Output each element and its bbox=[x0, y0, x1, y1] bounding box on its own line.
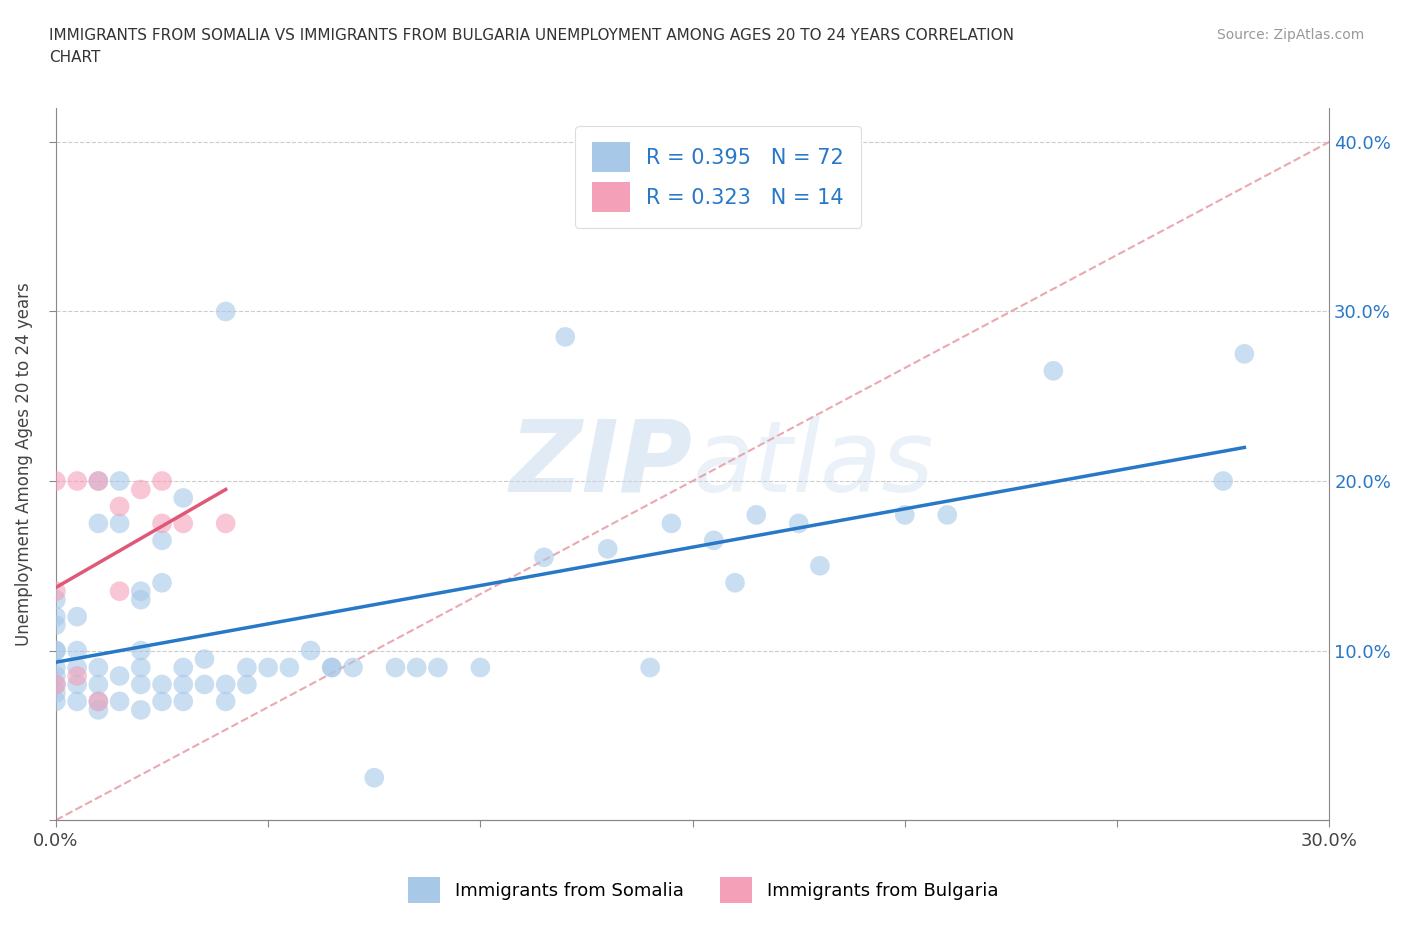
Point bbox=[87, 702, 110, 717]
Point bbox=[638, 660, 661, 675]
Point bbox=[172, 677, 194, 692]
Point bbox=[66, 660, 89, 675]
Point bbox=[787, 516, 810, 531]
Point bbox=[108, 669, 131, 684]
Point bbox=[108, 499, 131, 514]
Text: Source: ZipAtlas.com: Source: ZipAtlas.com bbox=[1216, 28, 1364, 42]
Point bbox=[45, 609, 67, 624]
Point bbox=[45, 694, 67, 709]
Point bbox=[661, 516, 683, 531]
Point bbox=[108, 584, 131, 599]
Point bbox=[470, 660, 492, 675]
Point bbox=[108, 694, 131, 709]
Point bbox=[703, 533, 725, 548]
Text: ZIP: ZIP bbox=[509, 416, 693, 512]
Point bbox=[215, 694, 238, 709]
Point bbox=[554, 329, 576, 344]
Point bbox=[66, 609, 89, 624]
Point bbox=[172, 694, 194, 709]
Point bbox=[108, 516, 131, 531]
Point bbox=[45, 685, 67, 700]
Point bbox=[66, 473, 89, 488]
Point bbox=[257, 660, 280, 675]
Point bbox=[45, 644, 67, 658]
Point bbox=[724, 576, 747, 591]
Point bbox=[45, 644, 67, 658]
Point bbox=[193, 652, 215, 667]
Point bbox=[1212, 473, 1234, 488]
Point bbox=[1042, 364, 1064, 379]
Point bbox=[745, 508, 768, 523]
Legend: R = 0.395   N = 72, R = 0.323   N = 14: R = 0.395 N = 72, R = 0.323 N = 14 bbox=[575, 126, 860, 228]
Point bbox=[321, 660, 343, 675]
Point bbox=[172, 490, 194, 505]
Point bbox=[66, 669, 89, 684]
Point bbox=[808, 558, 831, 573]
Point bbox=[172, 660, 194, 675]
Point bbox=[321, 660, 343, 675]
Point bbox=[150, 473, 173, 488]
Point bbox=[129, 660, 152, 675]
Point bbox=[172, 516, 194, 531]
Point bbox=[129, 584, 152, 599]
Point bbox=[384, 660, 406, 675]
Point bbox=[108, 473, 131, 488]
Point bbox=[150, 516, 173, 531]
Point bbox=[87, 660, 110, 675]
Point bbox=[278, 660, 301, 675]
Point bbox=[129, 592, 152, 607]
Point bbox=[150, 694, 173, 709]
Point bbox=[87, 694, 110, 709]
Point bbox=[1233, 346, 1256, 361]
Point bbox=[236, 660, 259, 675]
Point bbox=[87, 516, 110, 531]
Point bbox=[533, 550, 555, 565]
Point bbox=[129, 677, 152, 692]
Point bbox=[45, 677, 67, 692]
Point bbox=[215, 304, 238, 319]
Text: IMMIGRANTS FROM SOMALIA VS IMMIGRANTS FROM BULGARIA UNEMPLOYMENT AMONG AGES 20 T: IMMIGRANTS FROM SOMALIA VS IMMIGRANTS FR… bbox=[49, 28, 1014, 65]
Point bbox=[45, 660, 67, 675]
Point bbox=[87, 473, 110, 488]
Point bbox=[299, 644, 322, 658]
Point bbox=[66, 677, 89, 692]
Point bbox=[129, 482, 152, 497]
Point bbox=[45, 473, 67, 488]
Point bbox=[363, 770, 385, 785]
Point bbox=[45, 618, 67, 632]
Point bbox=[66, 644, 89, 658]
Point bbox=[150, 576, 173, 591]
Point bbox=[66, 694, 89, 709]
Point bbox=[45, 677, 67, 692]
Point bbox=[236, 677, 259, 692]
Point bbox=[150, 533, 173, 548]
Point bbox=[342, 660, 364, 675]
Point bbox=[129, 644, 152, 658]
Point bbox=[936, 508, 959, 523]
Point bbox=[426, 660, 449, 675]
Y-axis label: Unemployment Among Ages 20 to 24 years: Unemployment Among Ages 20 to 24 years bbox=[15, 282, 32, 646]
Point bbox=[45, 669, 67, 684]
Point bbox=[45, 592, 67, 607]
Point bbox=[87, 694, 110, 709]
Point bbox=[215, 516, 238, 531]
Point bbox=[596, 541, 619, 556]
Point bbox=[150, 677, 173, 692]
Point bbox=[45, 584, 67, 599]
Point bbox=[894, 508, 917, 523]
Point bbox=[87, 473, 110, 488]
Legend: Immigrants from Somalia, Immigrants from Bulgaria: Immigrants from Somalia, Immigrants from… bbox=[399, 868, 1007, 911]
Point bbox=[193, 677, 215, 692]
Point bbox=[87, 677, 110, 692]
Text: atlas: atlas bbox=[693, 416, 934, 512]
Point bbox=[129, 702, 152, 717]
Point bbox=[405, 660, 427, 675]
Point bbox=[215, 677, 238, 692]
